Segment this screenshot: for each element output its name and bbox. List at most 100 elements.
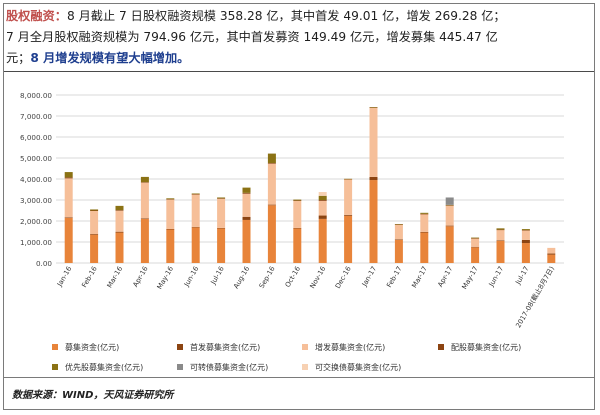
- legend-item-conv: 可转债募集资金(亿元): [177, 362, 268, 373]
- bar-segment: [115, 232, 124, 263]
- y-tick-label: 3,000.00: [20, 196, 52, 205]
- bar-segment: [318, 200, 327, 216]
- bar-segment: [217, 227, 226, 229]
- bar-segment: [267, 163, 276, 205]
- bar-segment: [267, 205, 276, 263]
- bar-segment: [547, 254, 556, 263]
- header-line3: 元；: [6, 51, 31, 65]
- bar-segment: [191, 193, 200, 195]
- bar-segment: [496, 240, 505, 263]
- bar-segment: [521, 239, 530, 244]
- bar-segment: [267, 163, 276, 164]
- bar-segment: [496, 229, 505, 231]
- bar-segment: [471, 247, 480, 263]
- bar-segment: [90, 209, 99, 211]
- bar-segment: [521, 229, 530, 231]
- bar-segment: [420, 213, 429, 215]
- legend-item-pref: 优先股募集资金(亿元): [52, 362, 143, 373]
- bar-segment: [318, 192, 327, 196]
- bar-segment: [420, 232, 429, 263]
- x-tick-label: Sep-16: [258, 265, 277, 290]
- bar-segment: [140, 218, 149, 219]
- bar-segment: [394, 224, 403, 225]
- header-divider: [4, 71, 594, 72]
- legend-item-exch: 可交换债募集资金(亿元): [302, 362, 401, 373]
- y-tick-label: 5,000.00: [20, 154, 52, 163]
- header-lead: 股权融资：: [6, 9, 67, 23]
- bars: [64, 107, 556, 263]
- y-tick-label: 1,000.00: [20, 238, 52, 247]
- x-tick-label: Aug-16: [232, 265, 251, 290]
- bar-segment: [293, 200, 302, 228]
- bar-segment: [293, 228, 302, 263]
- stacked-bar-chart: 0.00 1,000.00 2,000.00 3,000.00 4,000.00 5,00…: [20, 91, 564, 329]
- header-highlight: 8 月增发规模有望大幅增加。: [30, 51, 190, 65]
- bar-segment: [369, 176, 378, 181]
- bar-segment: [369, 107, 378, 108]
- y-tick-label: 7,000.00: [20, 112, 52, 121]
- bar-segment: [242, 192, 251, 194]
- bar-segment: [115, 205, 124, 211]
- x-tick-label: May-16: [156, 265, 175, 291]
- bar-segment: [166, 229, 175, 263]
- bar-segment: [445, 205, 454, 206]
- legend-swatch-seo: [302, 344, 308, 350]
- bar-segment: [217, 198, 226, 228]
- x-tick-label: Dec-16: [334, 265, 353, 290]
- report-frame: [3, 3, 595, 410]
- x-axis-ticks: Jan-16 Feb-16 Mar-16 Apr-16 May-16 Jun-16 Jul-…: [55, 264, 556, 329]
- x-tick-label: Feb-17: [385, 265, 403, 289]
- y-tick-label: 8,000.00: [20, 91, 52, 100]
- bar-segment: [217, 198, 226, 199]
- bar-segment: [547, 247, 556, 254]
- bar-segment: [521, 230, 530, 231]
- bar-segment: [344, 215, 353, 263]
- x-tick-label: Jun-16: [182, 265, 200, 289]
- bar-segment: [242, 187, 251, 193]
- bar-segment: [166, 199, 175, 200]
- bar-segment: [420, 212, 429, 214]
- bar-segment: [115, 210, 124, 211]
- bar-segment: [140, 182, 149, 219]
- bar-segment: [394, 239, 403, 263]
- bar-segment: [191, 194, 200, 195]
- bar-segment: [140, 218, 149, 263]
- grid-lines: [56, 94, 564, 264]
- bar-segment: [64, 178, 73, 218]
- bar-segment: [166, 228, 175, 230]
- legend-swatch-exch: [302, 364, 308, 370]
- bar-segment: [166, 198, 175, 200]
- x-tick-label: Nov-16: [308, 265, 327, 290]
- bar-segment: [318, 218, 327, 263]
- x-tick-label: Mar-16: [106, 265, 125, 289]
- bar-segment: [344, 178, 353, 180]
- bar-segment: [293, 227, 302, 229]
- legend-item-allot: 配股募集资金(亿元): [438, 342, 521, 353]
- bar-segment: [369, 180, 378, 263]
- y-tick-label: 6,000.00: [20, 133, 52, 142]
- bar-segment: [166, 199, 175, 229]
- x-tick-label: Jul-16: [209, 265, 226, 287]
- bar-segment: [140, 182, 149, 183]
- bar-segment: [420, 231, 429, 233]
- bar-segment: [64, 177, 73, 179]
- header-line1: 8 月截止 7 日股权融资规模 358.28 亿，其中首发 49.01 亿，增发…: [66, 9, 506, 23]
- bar-segment: [242, 219, 251, 263]
- bar-segment: [191, 227, 200, 263]
- bar-segment: [547, 253, 556, 255]
- bar-segment: [242, 216, 251, 220]
- bar-segment: [242, 193, 251, 217]
- x-tick-label: Apr-16: [131, 265, 149, 288]
- bar-segment: [90, 210, 99, 235]
- bar-segment: [115, 231, 124, 233]
- bar-segment: [64, 217, 73, 218]
- x-tick-label: Jul-17: [514, 265, 531, 287]
- bar-segment: [420, 214, 429, 232]
- bar-segment: [318, 215, 327, 219]
- bar-segment: [140, 176, 149, 183]
- legend-item-seo: 增发募集资金(亿元): [302, 342, 385, 353]
- bar-segment: [64, 217, 73, 263]
- header-line2: 7 月全月股权融资规模为 794.96 亿元，其中首发募资 149.49 亿元，…: [6, 30, 498, 44]
- bar-segment: [471, 237, 480, 239]
- bar-segment: [445, 204, 454, 206]
